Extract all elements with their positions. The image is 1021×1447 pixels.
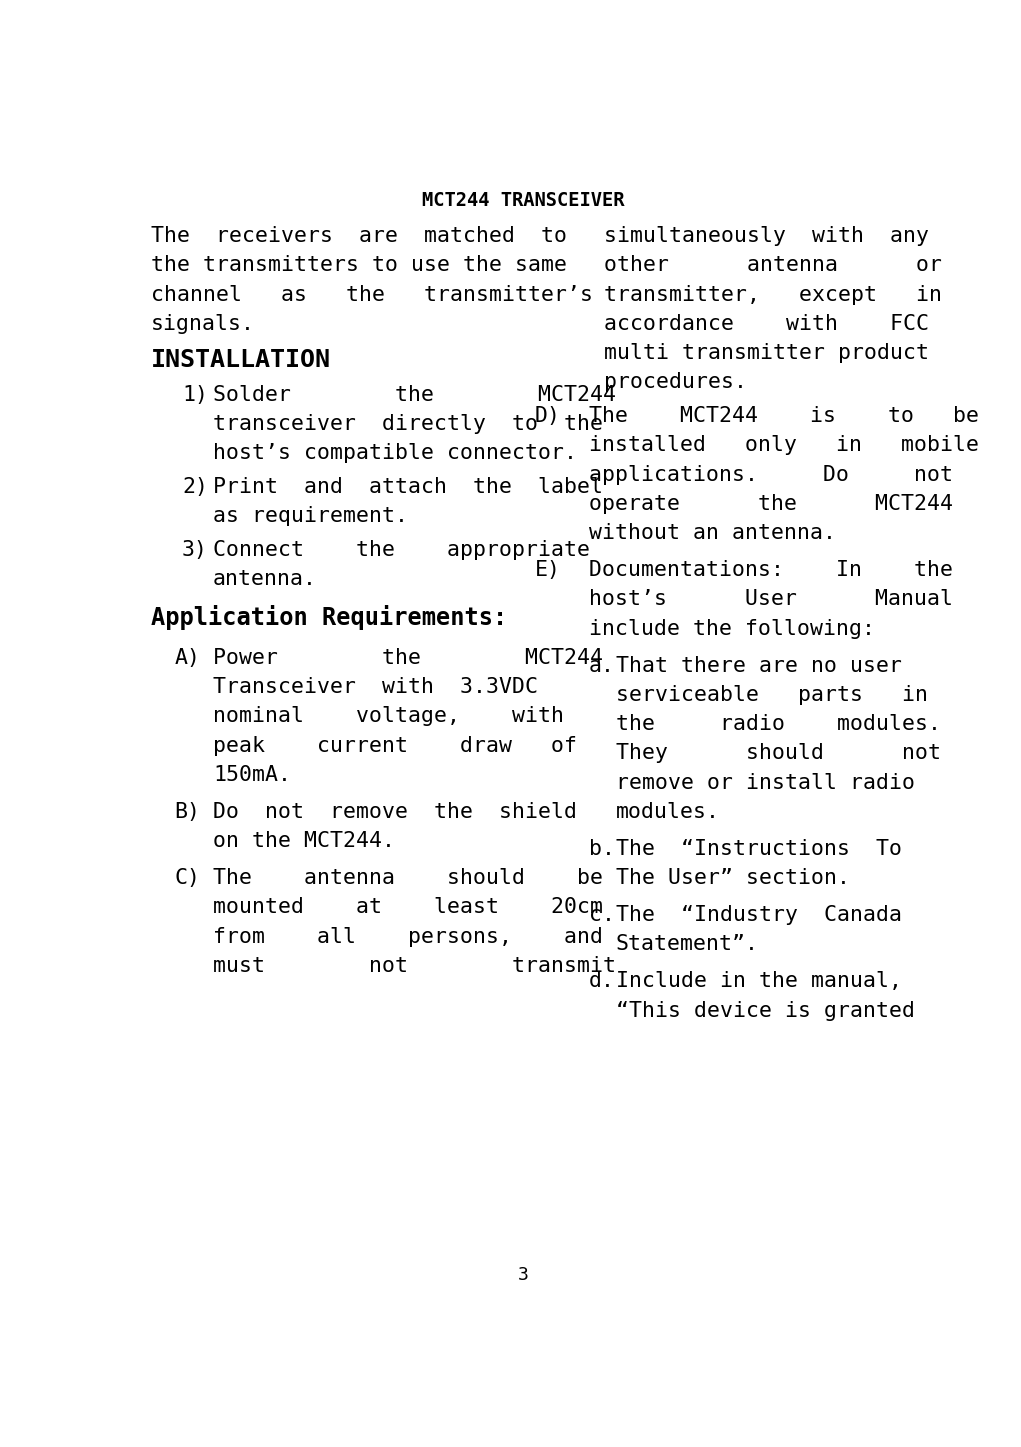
Text: Statement”.: Statement”. bbox=[616, 935, 759, 955]
Text: The    MCT244    is    to   be: The MCT244 is to be bbox=[589, 407, 979, 427]
Text: Application Requirements:: Application Requirements: bbox=[151, 605, 507, 629]
Text: The  “Industry  Canada: The “Industry Canada bbox=[616, 906, 902, 925]
Text: 1): 1) bbox=[182, 385, 208, 405]
Text: the transmitters to use the same: the transmitters to use the same bbox=[151, 255, 567, 275]
Text: b.: b. bbox=[589, 839, 615, 860]
Text: Connect    the    appropriate: Connect the appropriate bbox=[212, 540, 590, 560]
Text: Transceiver  with  3.3VDC: Transceiver with 3.3VDC bbox=[212, 677, 538, 697]
Text: 3): 3) bbox=[182, 540, 208, 560]
Text: Include in the manual,: Include in the manual, bbox=[616, 971, 902, 991]
Text: modules.: modules. bbox=[616, 802, 720, 822]
Text: the     radio    modules.: the radio modules. bbox=[616, 715, 941, 734]
Text: nominal    voltage,    with: nominal voltage, with bbox=[212, 706, 564, 726]
Text: Do  not  remove  the  shield: Do not remove the shield bbox=[212, 802, 577, 822]
Text: D): D) bbox=[535, 407, 561, 427]
Text: The  “Instructions  To: The “Instructions To bbox=[616, 839, 902, 860]
Text: MCT244 TRANSCEIVER: MCT244 TRANSCEIVER bbox=[422, 191, 624, 210]
Text: Power        the        MCT244: Power the MCT244 bbox=[212, 648, 602, 669]
Text: Print  and  attach  the  label: Print and attach the label bbox=[212, 478, 602, 496]
Text: The User” section.: The User” section. bbox=[616, 868, 849, 888]
Text: C): C) bbox=[175, 868, 200, 888]
Text: simultaneously  with  any: simultaneously with any bbox=[604, 226, 929, 246]
Text: d.: d. bbox=[589, 971, 615, 991]
Text: installed   only   in   mobile: installed only in mobile bbox=[589, 436, 979, 456]
Text: from    all    persons,    and: from all persons, and bbox=[212, 926, 602, 946]
Text: 2): 2) bbox=[182, 478, 208, 496]
Text: a.: a. bbox=[589, 655, 615, 676]
Text: peak    current    draw   of: peak current draw of bbox=[212, 735, 577, 755]
Text: applications.     Do     not: applications. Do not bbox=[589, 464, 953, 485]
Text: serviceable   parts   in: serviceable parts in bbox=[616, 684, 928, 705]
Text: antenna.: antenna. bbox=[212, 570, 317, 589]
Text: operate      the      MCT244: operate the MCT244 bbox=[589, 493, 953, 514]
Text: mounted    at    least    20cm: mounted at least 20cm bbox=[212, 897, 602, 917]
Text: 150mA.: 150mA. bbox=[212, 765, 291, 786]
Text: signals.: signals. bbox=[151, 314, 255, 334]
Text: Documentations:    In    the: Documentations: In the bbox=[589, 560, 953, 580]
Text: as requirement.: as requirement. bbox=[212, 506, 407, 527]
Text: That there are no user: That there are no user bbox=[616, 655, 902, 676]
Text: They      should      not: They should not bbox=[616, 744, 941, 764]
Text: channel   as   the   transmitter’s: channel as the transmitter’s bbox=[151, 285, 593, 304]
Text: accordance    with    FCC: accordance with FCC bbox=[604, 314, 929, 334]
Text: “This device is granted: “This device is granted bbox=[616, 1001, 915, 1020]
Text: The    antenna    should    be: The antenna should be bbox=[212, 868, 602, 888]
Text: remove or install radio: remove or install radio bbox=[616, 773, 915, 793]
Text: c.: c. bbox=[589, 906, 615, 925]
Text: must        not        transmit: must not transmit bbox=[212, 956, 616, 975]
Text: transceiver  directly  to  the: transceiver directly to the bbox=[212, 414, 602, 434]
Text: on the MCT244.: on the MCT244. bbox=[212, 831, 395, 851]
Text: without an antenna.: without an antenna. bbox=[589, 524, 836, 543]
Text: INSTALLATION: INSTALLATION bbox=[151, 347, 331, 372]
Text: include the following:: include the following: bbox=[589, 619, 875, 638]
Text: host’s      User      Manual: host’s User Manual bbox=[589, 589, 953, 609]
Text: other      antenna      or: other antenna or bbox=[604, 255, 942, 275]
Text: A): A) bbox=[175, 648, 200, 669]
Text: E): E) bbox=[535, 560, 561, 580]
Text: host’s compatible connector.: host’s compatible connector. bbox=[212, 443, 577, 463]
Text: 3: 3 bbox=[518, 1266, 528, 1283]
Text: transmitter,   except   in: transmitter, except in bbox=[604, 285, 942, 304]
Text: B): B) bbox=[175, 802, 200, 822]
Text: procedures.: procedures. bbox=[604, 372, 747, 392]
Text: The  receivers  are  matched  to: The receivers are matched to bbox=[151, 226, 567, 246]
Text: multi transmitter product: multi transmitter product bbox=[604, 343, 929, 363]
Text: Solder        the        MCT244: Solder the MCT244 bbox=[212, 385, 616, 405]
